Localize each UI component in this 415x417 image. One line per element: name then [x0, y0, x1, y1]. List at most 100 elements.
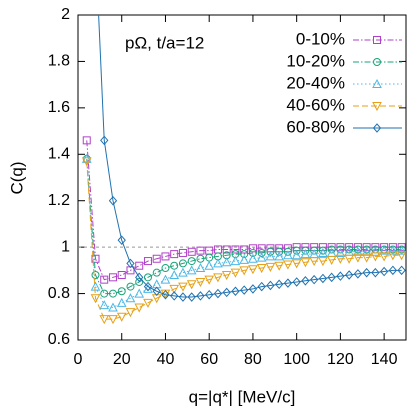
marker [371, 243, 380, 252]
marker [170, 261, 179, 270]
marker [91, 271, 100, 279]
marker [283, 247, 292, 256]
marker [353, 269, 363, 279]
marker [213, 273, 223, 283]
marker [388, 265, 398, 276]
marker [186, 265, 197, 275]
marker [100, 135, 109, 146]
marker [353, 243, 362, 252]
marker [372, 78, 382, 88]
marker [379, 266, 389, 277]
marker [318, 246, 327, 255]
marker [274, 251, 285, 261]
marker [221, 257, 232, 267]
marker [345, 245, 354, 254]
marker [248, 265, 258, 275]
marker [370, 252, 381, 262]
marker [396, 251, 406, 261]
marker [379, 245, 389, 255]
marker [169, 284, 180, 294]
plot-frame [77, 14, 407, 341]
marker [196, 254, 205, 263]
marker [397, 265, 406, 276]
marker [291, 259, 302, 269]
marker [318, 257, 328, 267]
marker [169, 269, 180, 279]
marker [108, 195, 118, 206]
marker [336, 271, 345, 281]
marker [265, 251, 276, 261]
marker [370, 246, 381, 256]
marker [231, 245, 240, 254]
marker [283, 260, 293, 270]
marker [143, 273, 152, 282]
series-line [98, 15, 402, 298]
marker [99, 300, 110, 310]
marker [195, 262, 206, 273]
marker [170, 291, 179, 301]
marker [99, 315, 110, 325]
marker [204, 260, 215, 270]
marker [152, 286, 161, 297]
marker [91, 254, 100, 263]
marker [380, 243, 389, 252]
marker [143, 257, 152, 266]
marker [195, 277, 206, 288]
series-line [86, 140, 402, 281]
marker [82, 136, 91, 145]
marker [178, 267, 188, 277]
marker [135, 277, 144, 286]
x-tick-label: 40 [157, 351, 175, 368]
marker [126, 282, 135, 291]
marker [361, 253, 372, 263]
marker [222, 245, 231, 254]
marker [230, 268, 241, 278]
plot-area [78, 15, 406, 325]
marker [318, 247, 328, 257]
marker [81, 157, 92, 167]
marker [152, 254, 161, 263]
marker [388, 243, 397, 252]
marker [100, 289, 109, 298]
marker [196, 246, 205, 255]
marker [221, 271, 232, 281]
marker [327, 243, 336, 252]
marker [117, 235, 126, 245]
marker [143, 281, 153, 292]
marker [178, 259, 187, 268]
marker [161, 289, 170, 300]
marker [344, 270, 354, 280]
y-axis-label: C(q) [7, 161, 26, 194]
marker [283, 250, 293, 260]
marker [266, 280, 275, 291]
marker [373, 36, 381, 44]
marker [283, 278, 293, 288]
marker [160, 274, 171, 284]
marker [362, 267, 371, 278]
annotation: pΩ, t/a=12 [125, 33, 204, 52]
marker [248, 248, 257, 257]
marker [239, 266, 250, 276]
marker [353, 246, 363, 256]
x-tick-label: 60 [200, 351, 218, 368]
marker [353, 253, 363, 263]
marker [362, 243, 371, 252]
marker [90, 294, 101, 304]
marker [125, 308, 136, 318]
marker [108, 273, 117, 282]
marker [125, 293, 136, 303]
marker [143, 298, 153, 308]
marker [309, 257, 319, 267]
marker [327, 245, 336, 254]
y-tick-label: 0.8 [48, 285, 70, 302]
marker [178, 292, 188, 302]
marker [301, 276, 310, 286]
y-tick-label: 1.2 [48, 192, 70, 209]
marker [161, 264, 170, 273]
marker [345, 243, 354, 252]
x-tick-label: 20 [113, 351, 131, 368]
marker [213, 288, 223, 299]
marker [257, 281, 266, 292]
y-tick-label: 1.8 [48, 53, 70, 70]
marker [205, 289, 214, 300]
